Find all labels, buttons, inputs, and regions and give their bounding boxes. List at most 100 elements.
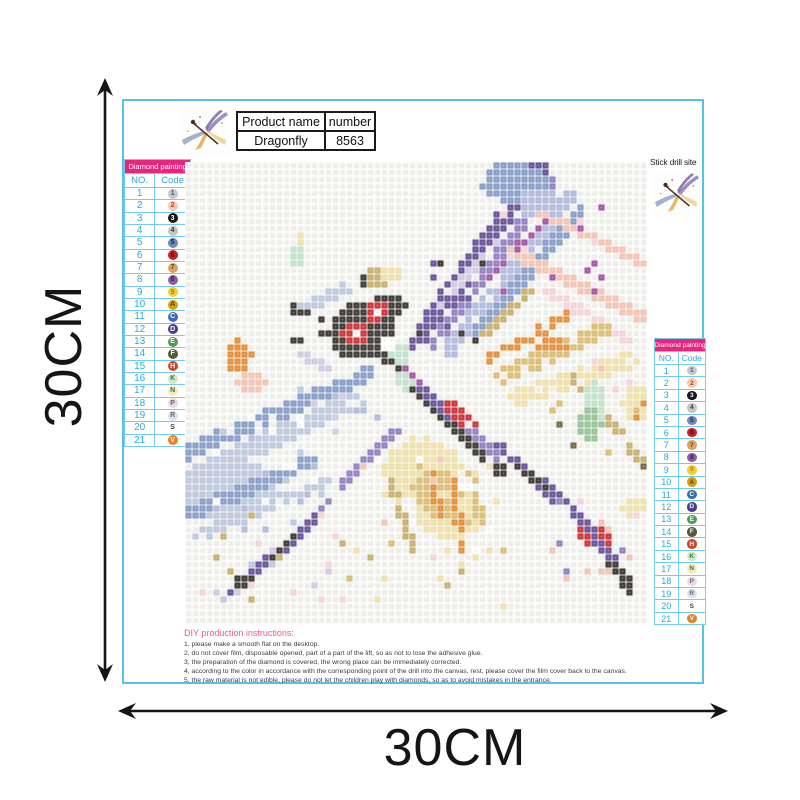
number-value: 8563 bbox=[325, 131, 375, 150]
color-chip: N bbox=[167, 385, 178, 396]
code-row-symbol: 2 bbox=[677, 376, 705, 389]
product-name-value: Dragonfly bbox=[237, 131, 325, 150]
code-row-number: 16 bbox=[655, 549, 678, 562]
color-chip: D bbox=[687, 502, 697, 512]
code-row-number: 16 bbox=[125, 371, 155, 384]
code-row-symbol: 5 bbox=[154, 236, 190, 249]
code-row: 21 V bbox=[655, 611, 705, 625]
code-row-number: 10 bbox=[125, 297, 155, 310]
color-chip: R bbox=[687, 588, 697, 599]
code-row-symbol: 4 bbox=[677, 401, 705, 414]
left-dimension-label: 30CM bbox=[35, 284, 93, 428]
code-row: 18 P bbox=[125, 396, 190, 409]
color-chip: 9 bbox=[687, 465, 697, 475]
code-row-number: 15 bbox=[125, 359, 155, 372]
color-chip: E bbox=[167, 336, 178, 347]
color-chip: 2 bbox=[167, 200, 178, 211]
code-row: 18 P bbox=[655, 574, 705, 588]
code-row: 14 F bbox=[655, 525, 705, 538]
code-row-symbol: C bbox=[154, 310, 190, 323]
column-code: Code bbox=[154, 173, 190, 187]
code-row-symbol: 9 bbox=[154, 285, 190, 298]
color-chip: 8 bbox=[687, 452, 697, 463]
code-row-symbol: A bbox=[154, 297, 190, 311]
color-chip: H bbox=[687, 539, 697, 549]
code-row-number: 8 bbox=[655, 450, 678, 463]
color-chip: C bbox=[687, 489, 697, 500]
code-row-symbol: E bbox=[154, 334, 190, 348]
instructions-lines: 1, please make a smooth flat on the desk… bbox=[184, 640, 696, 685]
color-table-columns: NO. Code bbox=[125, 173, 190, 187]
code-row-symbol: 8 bbox=[154, 273, 190, 286]
code-row-number: 13 bbox=[125, 334, 155, 347]
column-code: Code bbox=[677, 351, 705, 364]
code-row-number: 9 bbox=[655, 463, 678, 475]
code-row-number: 20 bbox=[125, 421, 155, 433]
code-row-number: 17 bbox=[655, 562, 678, 574]
instruction-line: 3, the preparation of the diamond is cov… bbox=[184, 659, 462, 667]
code-row: 15 H bbox=[655, 537, 705, 550]
color-chip: 3 bbox=[687, 390, 697, 401]
code-row-symbol: 7 bbox=[677, 438, 705, 451]
color-chip: S bbox=[167, 422, 178, 433]
color-chip: F bbox=[167, 348, 178, 359]
color-chip: C bbox=[167, 311, 178, 322]
code-row: 21 V bbox=[125, 433, 190, 446]
color-chip: S bbox=[687, 601, 697, 611]
color-chip: H bbox=[167, 361, 178, 372]
color-chip: F bbox=[687, 527, 697, 537]
code-row-symbol: 1 bbox=[677, 364, 705, 377]
color-chip: 2 bbox=[687, 378, 697, 388]
code-row-number: 17 bbox=[125, 384, 155, 396]
code-row-number: 3 bbox=[655, 388, 678, 401]
code-row-number: 1 bbox=[125, 187, 155, 199]
code-row-number: 14 bbox=[655, 525, 678, 537]
color-chip: N bbox=[687, 564, 697, 574]
code-row-number: 4 bbox=[125, 223, 155, 236]
code-row-symbol: D bbox=[154, 322, 190, 335]
code-row-number: 19 bbox=[655, 587, 678, 599]
code-row: 19 R bbox=[125, 408, 190, 422]
code-row-symbol: 5 bbox=[677, 413, 705, 426]
diy-instructions: DIY production instructions: 1, please m… bbox=[184, 628, 696, 685]
code-row: 12 D bbox=[125, 322, 190, 335]
code-row-symbol: E bbox=[677, 512, 705, 526]
horizontal-dimension-arrow-icon bbox=[118, 703, 728, 719]
color-table-rows: 1 1 2 2 3 3 4 4 5 5 6 6 7 7 8 8 9 9 10 A 11 C 12 D 13 E 14 F 15 H 16 K 1… bbox=[125, 187, 190, 446]
instruction-line: 4, according to the color in accordance … bbox=[184, 668, 627, 676]
color-chip: 1 bbox=[687, 365, 697, 376]
color-chip: K bbox=[167, 373, 178, 384]
vertical-dimension-arrow-icon bbox=[97, 78, 113, 682]
code-row-number: 18 bbox=[655, 574, 678, 587]
code-row-symbol: 6 bbox=[677, 425, 705, 439]
instruction-line: 2, do not cover film, disposable opened,… bbox=[184, 650, 483, 658]
code-row-symbol: F bbox=[154, 347, 190, 360]
code-row-number: 19 bbox=[125, 408, 155, 421]
color-chip: A bbox=[167, 299, 178, 310]
code-row-number: 12 bbox=[125, 322, 155, 335]
color-chip: K bbox=[687, 551, 697, 562]
code-row: 11 C bbox=[655, 487, 705, 501]
dragonfly-thumbnail-image bbox=[180, 109, 230, 155]
code-row-number: 21 bbox=[125, 433, 155, 446]
code-row-number: 13 bbox=[655, 512, 678, 525]
code-row: 20 S bbox=[655, 599, 705, 612]
code-row-number: 11 bbox=[125, 310, 155, 322]
code-row-symbol: 4 bbox=[154, 223, 190, 237]
color-chip: R bbox=[167, 410, 178, 421]
color-chip: 5 bbox=[167, 237, 178, 248]
color-chip: V bbox=[167, 435, 178, 446]
color-table-title: Diamond painting bbox=[655, 339, 705, 351]
